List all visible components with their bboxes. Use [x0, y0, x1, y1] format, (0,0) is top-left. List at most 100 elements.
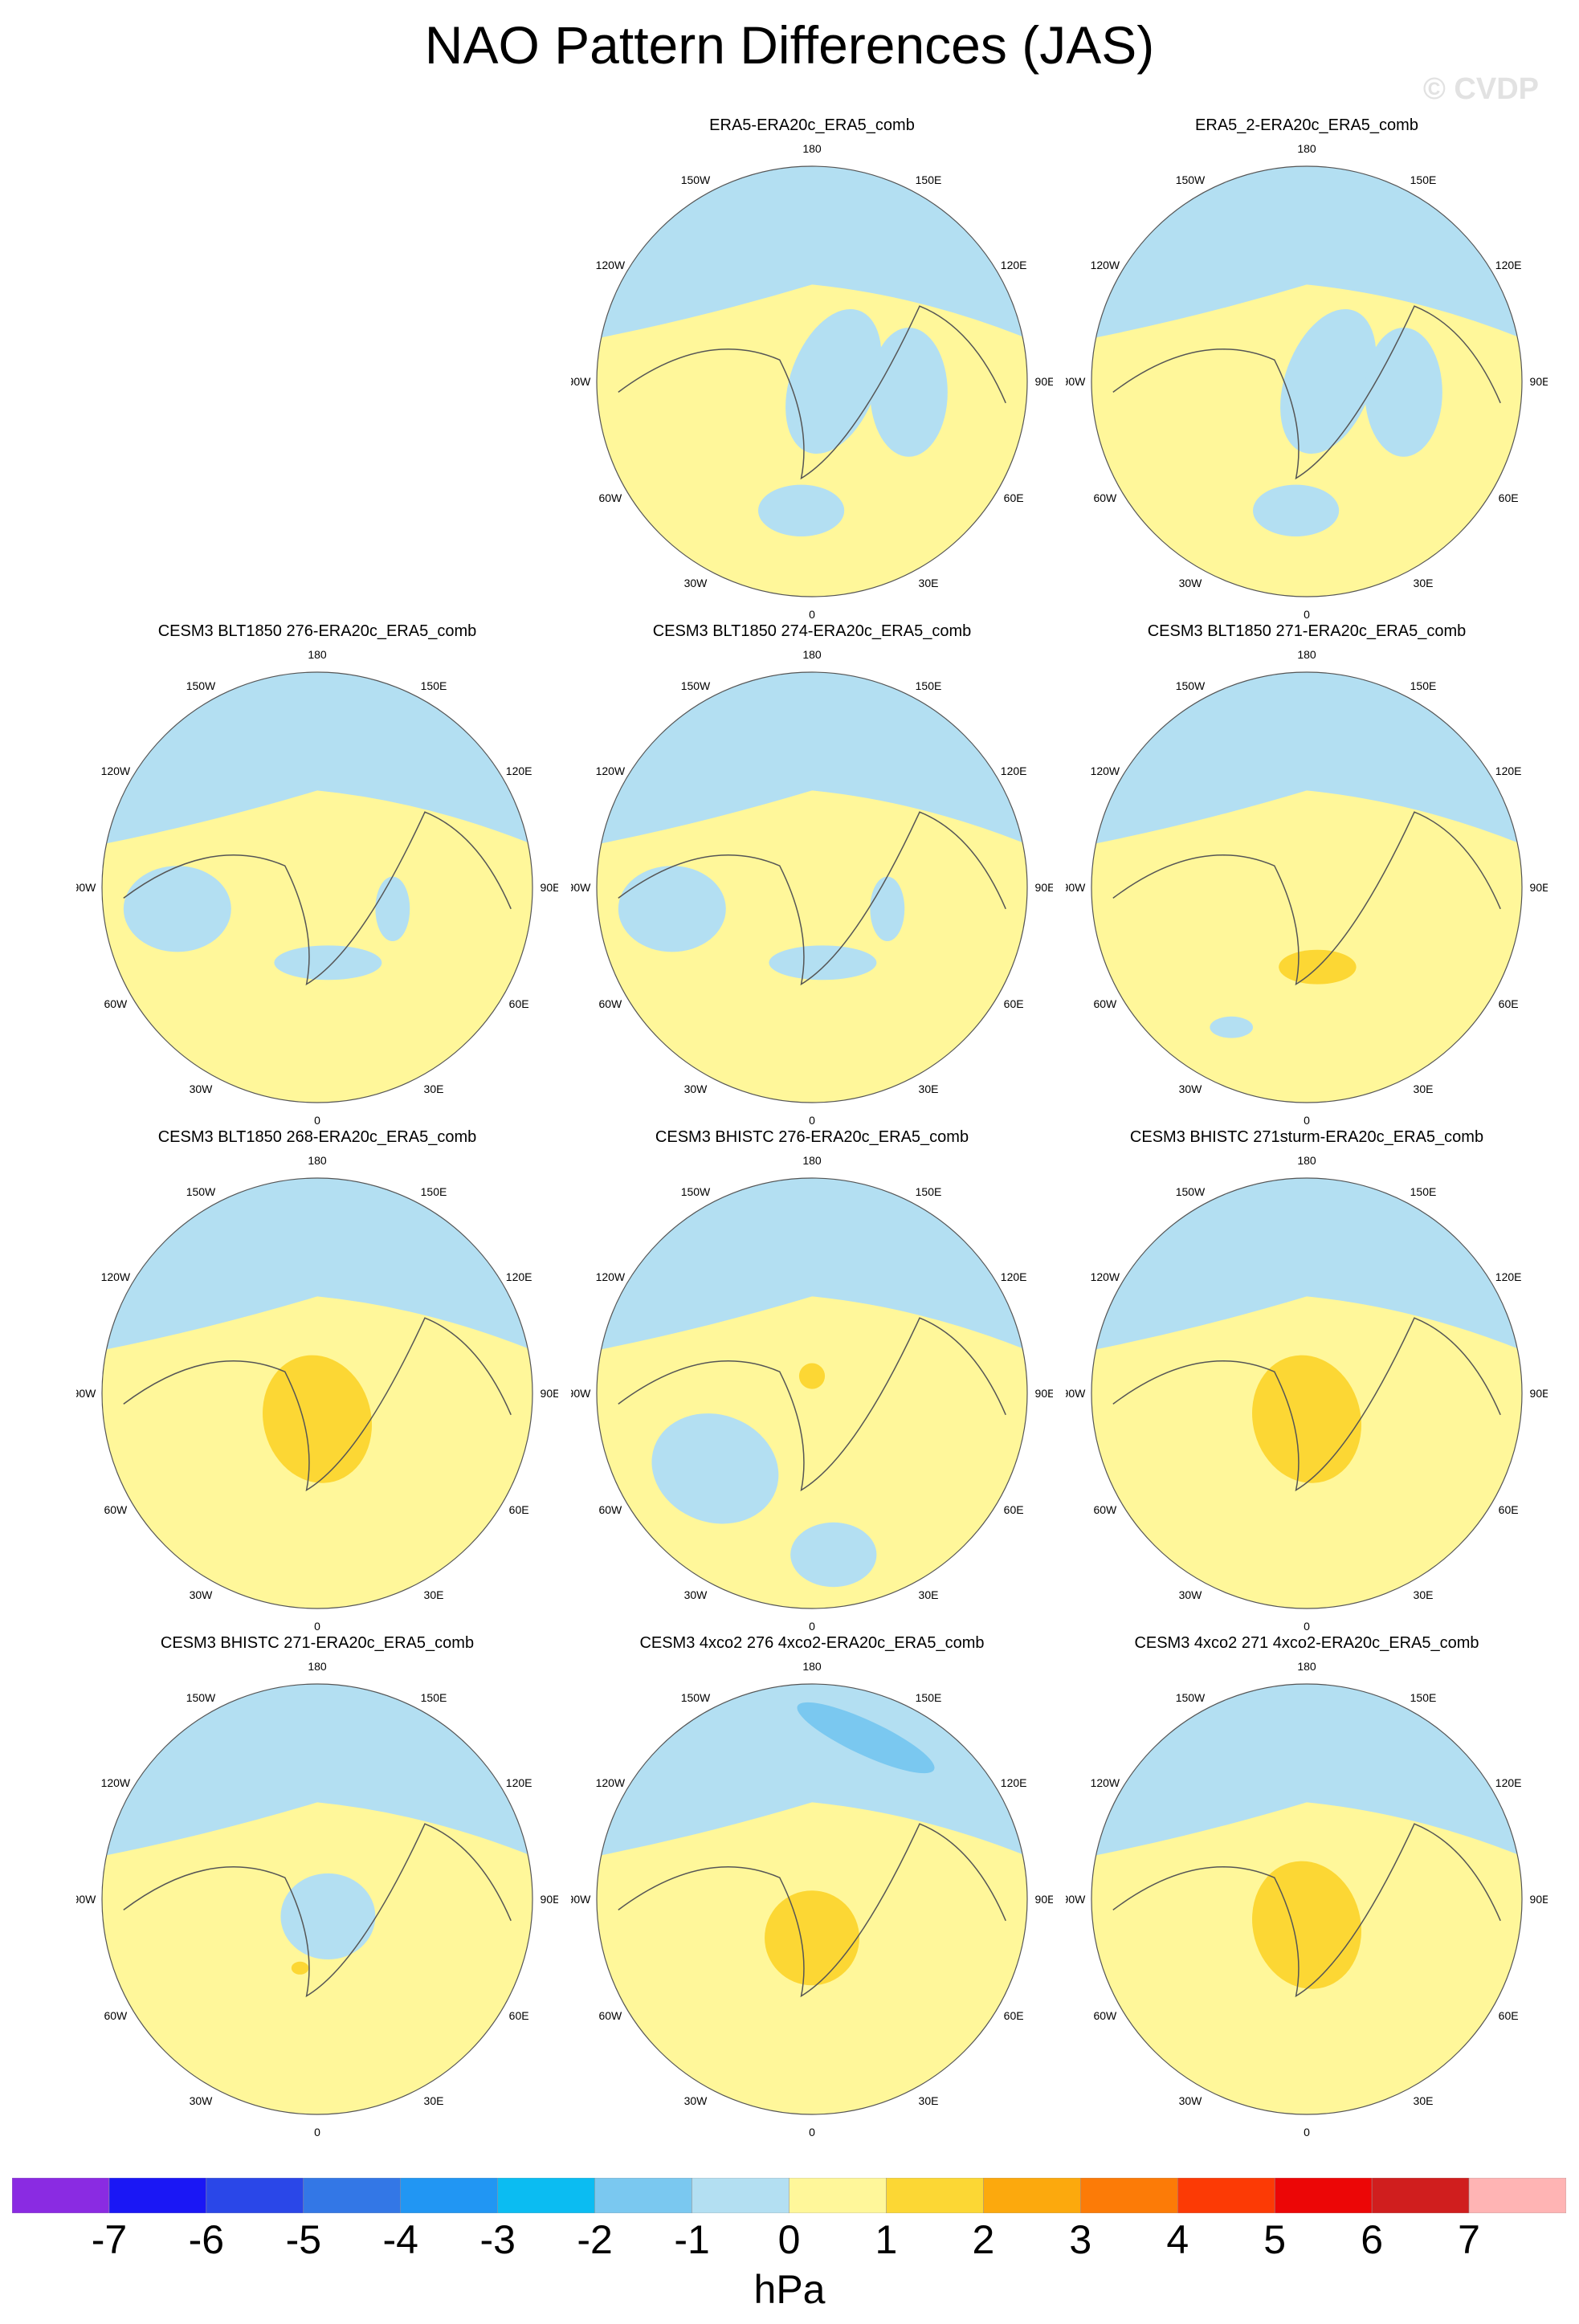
positive-anomaly-region: [1252, 1861, 1361, 1989]
negative-anomaly-region: [280, 1873, 376, 1960]
polar-map: 180 150E 120E 90E 60E 30E 0 30W 60W 90W 120W 150W: [76, 1660, 558, 2138]
colorbar-tick-label: 0: [777, 2217, 801, 2262]
longitude-label: 60W: [598, 2009, 622, 2022]
negative-anomaly-region: [870, 876, 905, 941]
longitude-label: 180: [1297, 1154, 1316, 1167]
longitude-label: 120E: [1001, 1270, 1027, 1283]
longitude-label: 0: [1304, 1114, 1310, 1127]
negative-anomaly-region: [1280, 308, 1377, 455]
map-panel: CESM3 BLT1850 271-ERA20c_ERA5_comb 180 150…: [1066, 622, 1548, 1128]
map-boundary: [596, 165, 1028, 597]
longitude-label: 0: [809, 1114, 815, 1127]
longitude-label: 180: [802, 1154, 822, 1167]
watermark: © CVDP: [1422, 72, 1539, 106]
colorbar-swatch: [497, 2178, 595, 2213]
longitude-label: 150E: [1410, 679, 1437, 692]
polar-map: 180 150E 120E 90E 60E 30E 0 30W 60W 90W 120W 150W: [571, 648, 1053, 1127]
negative-anomaly-region: [758, 484, 845, 536]
colorbar-swatch: [886, 2178, 984, 2213]
colorbar-swatch: [1274, 2178, 1373, 2213]
negative-anomaly-region: [651, 1413, 779, 1524]
colorbar-tick-label: 5: [1263, 2217, 1287, 2262]
longitude-label: 30E: [1414, 577, 1434, 589]
negative-anomaly-region: [375, 876, 410, 941]
longitude-label: 150W: [186, 679, 216, 692]
colorbar-swatch: [983, 2178, 1081, 2213]
longitude-label: 180: [308, 1154, 327, 1167]
polar-map: 180 150E 120E 90E 60E 30E 0 30W 60W 90W 120W 150W: [1066, 648, 1548, 1127]
longitude-label: 60W: [598, 491, 622, 504]
longitude-label: 180: [802, 648, 822, 661]
panel-title: CESM3 BHISTC 271sturm-ERA20c_ERA5_comb: [1129, 1128, 1484, 1146]
colorbar-tick-label: -6: [188, 2217, 225, 2262]
longitude-label: 90W: [76, 881, 96, 894]
longitude-label: 90E: [1035, 375, 1053, 388]
longitude-label: 60E: [1004, 1503, 1024, 1516]
longitude-label: 150E: [421, 1185, 447, 1198]
coastline: [618, 811, 1006, 986]
longitude-label: 150E: [916, 1185, 942, 1198]
colorbar-units: hPa: [753, 2267, 826, 2312]
map-panel: CESM3 BLT1850 274-ERA20c_ERA5_comb 180 150…: [571, 622, 1053, 1128]
longitude-label: 150W: [681, 679, 711, 692]
map-panel: CESM3 BHISTC 276-ERA20c_ERA5_comb 180 150E…: [571, 1128, 1053, 1634]
colorbar-tick-label: -4: [382, 2217, 418, 2262]
coastline: [618, 1823, 1006, 1998]
negative-anomaly-region: [274, 945, 382, 981]
longitude-label: 60E: [1499, 491, 1519, 504]
coastline: [1112, 1317, 1501, 1492]
longitude-label: 30E: [919, 577, 939, 589]
longitude-label: 30W: [1179, 1082, 1203, 1095]
negative-anomaly-region: [797, 1702, 935, 1774]
panel-title: CESM3 BLT1850 274-ERA20c_ERA5_comb: [652, 622, 972, 640]
longitude-label: 150E: [1410, 1691, 1437, 1704]
negative-anomaly-region: [769, 945, 877, 981]
longitude-label: 120E: [506, 1776, 532, 1789]
colorbar-tick-label: 3: [1069, 2217, 1092, 2262]
longitude-label: 30W: [684, 2094, 708, 2107]
longitude-label: 90W: [76, 1387, 96, 1400]
polar-map: 180 150E 120E 90E 60E 30E 0 30W 60W 90W 120W 150W: [571, 142, 1053, 621]
longitude-label: 30E: [919, 1082, 939, 1095]
longitude-label: 60E: [1004, 491, 1024, 504]
longitude-label: 180: [1297, 142, 1316, 155]
longitude-label: 90W: [571, 1893, 591, 1906]
negative-anomaly-region: [1210, 1016, 1253, 1038]
panel-title: CESM3 4xco2 276 4xco2-ERA20c_ERA5_comb: [639, 1634, 985, 1652]
longitude-label: 150E: [916, 173, 942, 186]
longitude-label: 90W: [571, 881, 591, 894]
longitude-label: 60E: [509, 997, 529, 1010]
longitude-label: 30E: [424, 1082, 444, 1095]
panel-title: ERA5_2-ERA20c_ERA5_comb: [1195, 116, 1418, 134]
longitude-label: 150E: [421, 1691, 447, 1704]
longitude-label: 60W: [1093, 2009, 1117, 2022]
positive-anomaly-region: [1252, 1355, 1361, 1483]
map-boundary: [596, 1683, 1028, 2115]
longitude-label: 150W: [1176, 1185, 1206, 1198]
longitude-label: 0: [809, 1620, 815, 1633]
longitude-label: 60E: [1499, 997, 1519, 1010]
negative-anomaly-region: [123, 866, 231, 952]
negative-anomaly-region: [785, 308, 882, 455]
longitude-label: 90E: [1035, 1893, 1053, 1906]
colorbar-swatch: [692, 2178, 790, 2213]
longitude-label: 60E: [1004, 997, 1024, 1010]
longitude-label: 30E: [919, 1588, 939, 1601]
longitude-label: 60W: [104, 2009, 128, 2022]
negative-anomaly-region: [1253, 484, 1340, 536]
polar-map: 180 150E 120E 90E 60E 30E 0 30W 60W 90W 120W 150W: [76, 648, 558, 1127]
longitude-label: 90W: [1066, 1893, 1086, 1906]
colorbar-tick-label: -3: [479, 2217, 516, 2262]
longitude-label: 0: [314, 1114, 320, 1127]
map-panel: ERA5-ERA20c_ERA5_comb 180 150E 120E 90E 60E 30…: [571, 116, 1053, 622]
longitude-label: 60W: [104, 997, 128, 1010]
colorbar-swatch: [1371, 2178, 1470, 2213]
map-boundary: [1091, 1683, 1523, 2115]
longitude-label: 120E: [506, 764, 532, 777]
longitude-label: 90W: [1066, 1387, 1086, 1400]
panel-title: CESM3 BLT1850 276-ERA20c_ERA5_comb: [157, 622, 477, 640]
colorbar-tick-label: 6: [1361, 2217, 1384, 2262]
map-boundary: [101, 1177, 533, 1609]
longitude-label: 0: [314, 2126, 320, 2138]
colorbar-swatch: [108, 2178, 207, 2213]
